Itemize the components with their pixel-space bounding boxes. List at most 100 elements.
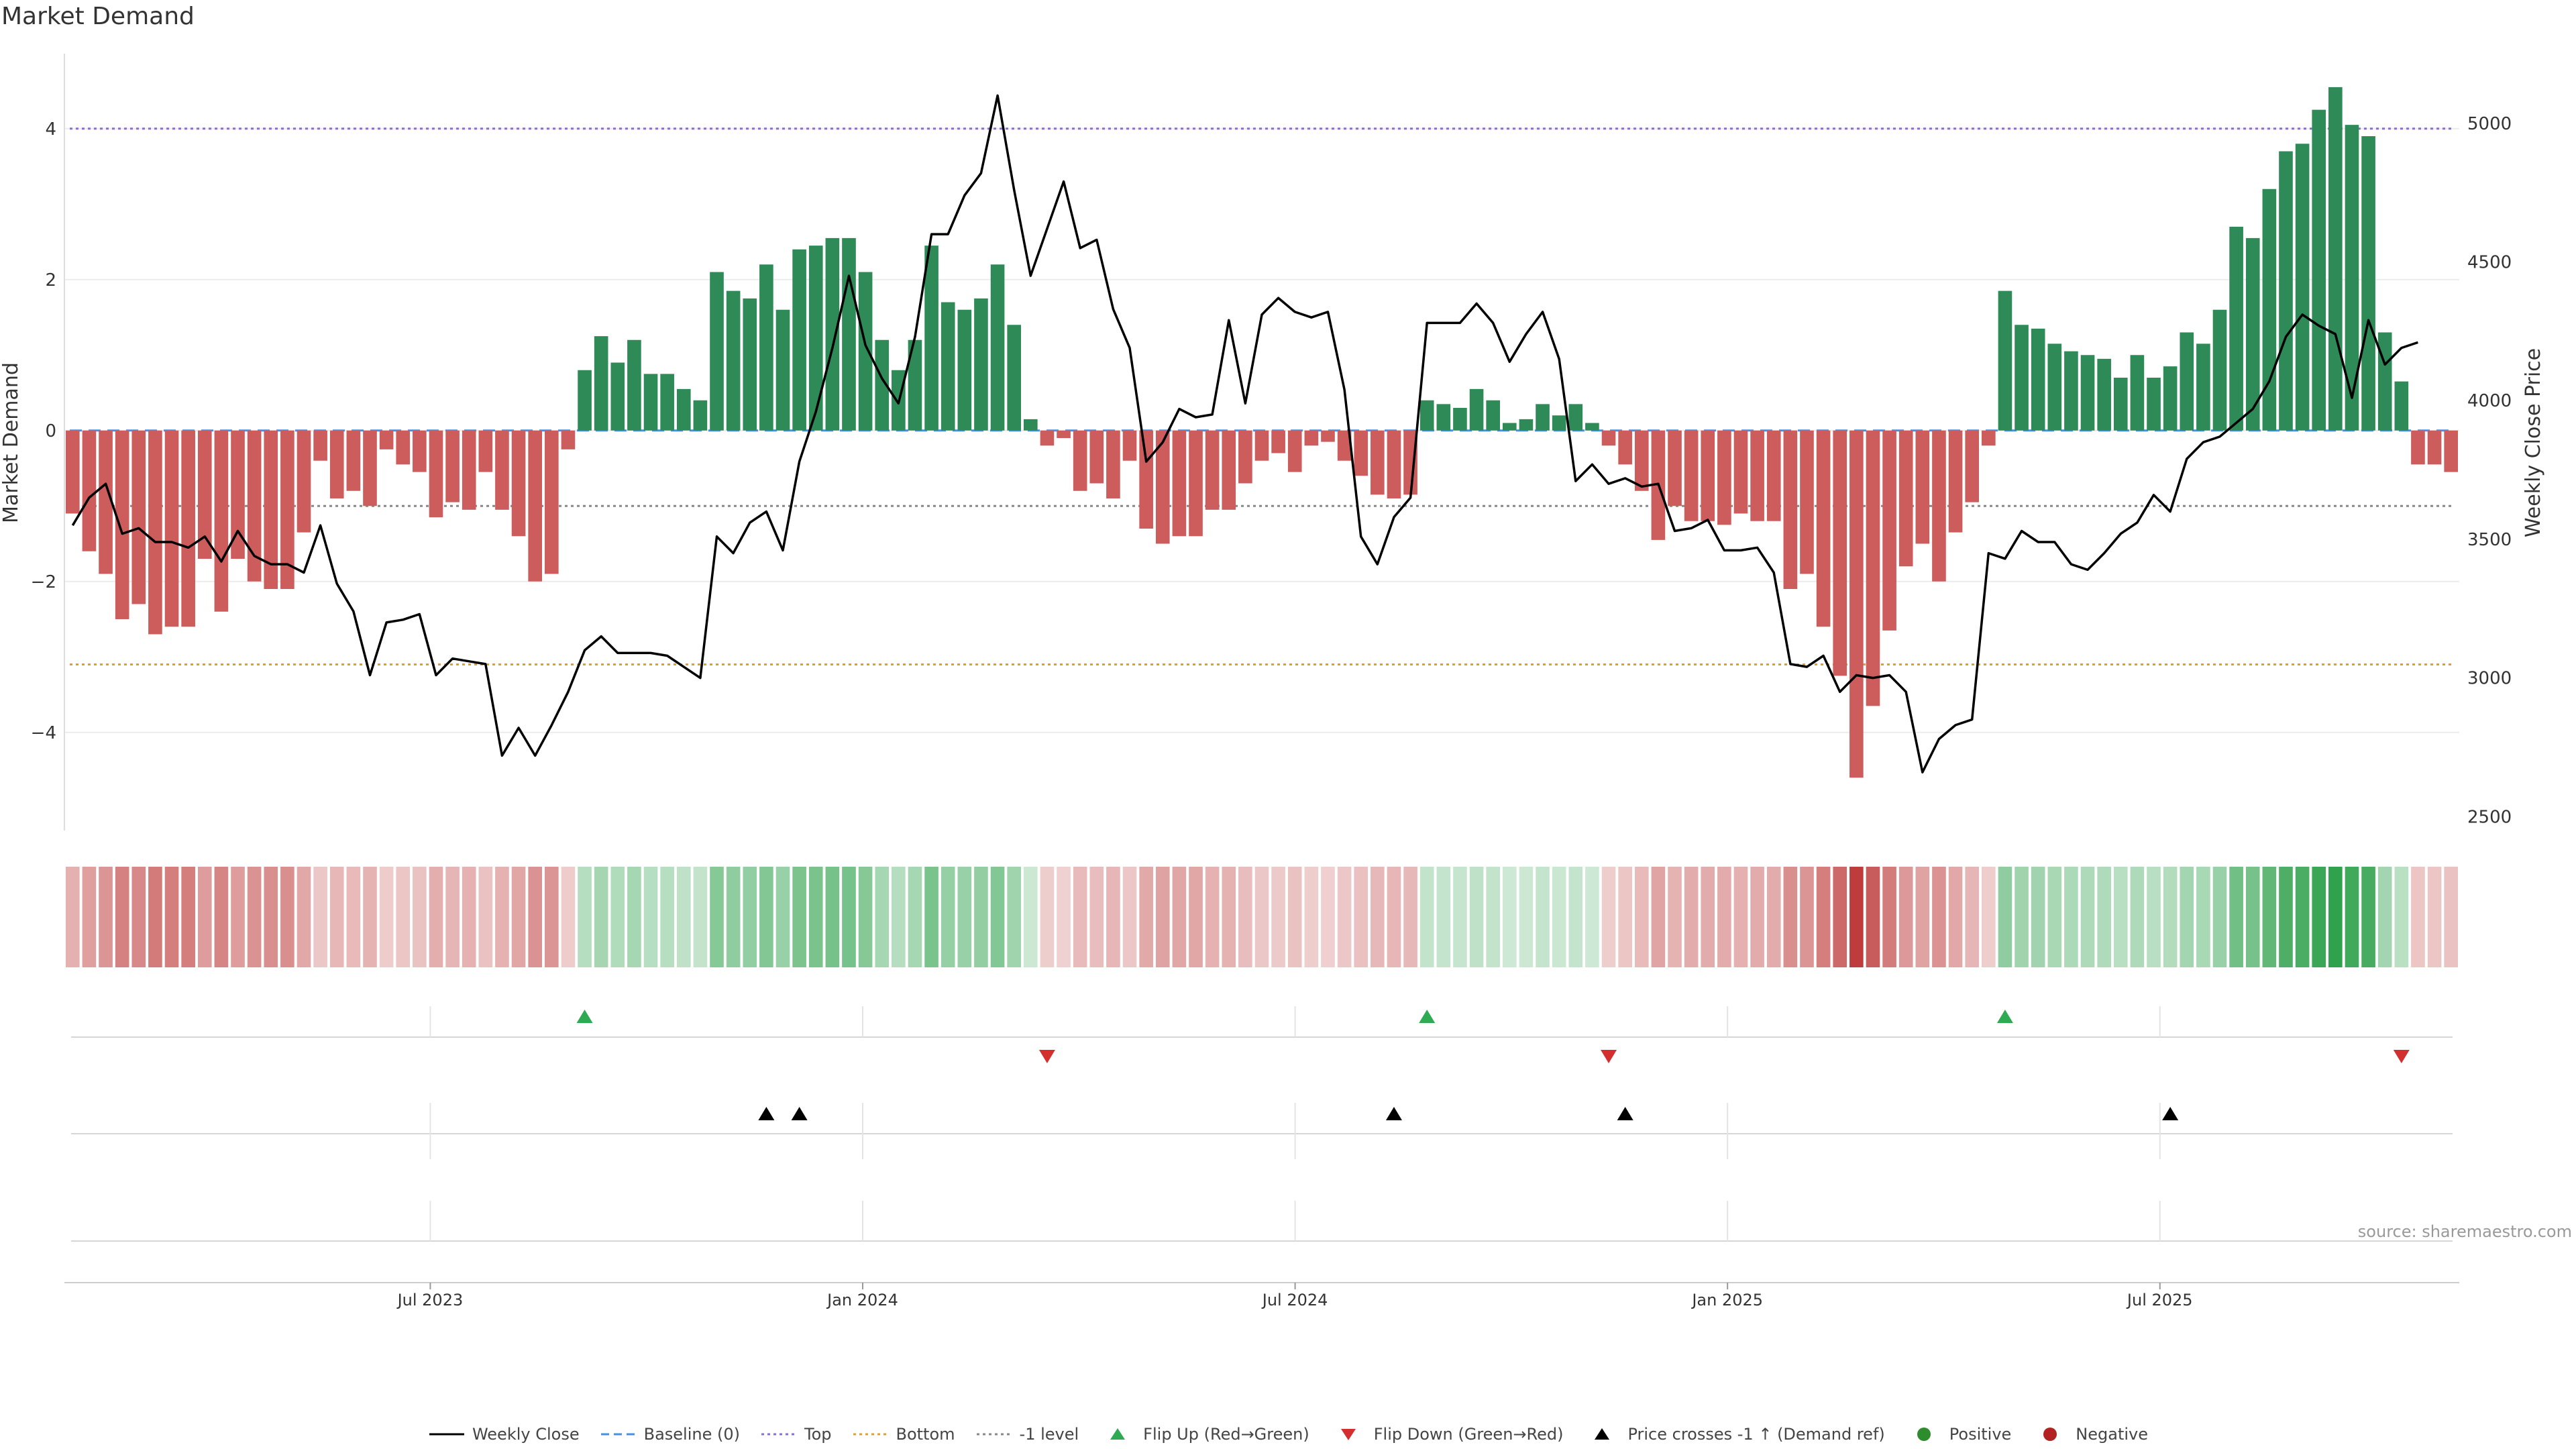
heat-cell xyxy=(1982,867,1996,967)
demand-bar xyxy=(676,388,691,431)
demand-bar xyxy=(1668,430,1682,506)
heat-cell xyxy=(1304,867,1319,967)
heat-cell xyxy=(941,867,955,967)
heat-cell xyxy=(2031,867,2045,967)
legend-label: Bottom xyxy=(896,1425,955,1444)
heat-cell xyxy=(2361,867,2375,967)
flip-down-marker xyxy=(1038,1050,1055,1063)
heat-cell xyxy=(1766,867,1781,967)
heat-cell xyxy=(2427,867,2442,967)
heat-cell xyxy=(1287,867,1302,967)
heat-cell xyxy=(313,867,327,967)
heat-cell xyxy=(957,867,972,967)
heat-cell xyxy=(2328,867,2343,967)
right-tick-label: 2500 xyxy=(2467,807,2512,827)
heat-cell xyxy=(1833,867,1847,967)
heat-cell xyxy=(2180,867,2194,967)
heat-cell xyxy=(2080,867,2095,967)
heat-cell xyxy=(1106,867,1120,967)
left-tick-label: 0 xyxy=(45,421,56,441)
demand-bars xyxy=(66,87,2458,778)
right-tick-label: 4000 xyxy=(2467,391,2512,411)
heat-cell xyxy=(2097,867,2111,967)
heat-cell xyxy=(808,867,823,967)
legend: Weekly Close Baseline (0) Top Bottom -1 leve… xyxy=(0,1421,2576,1448)
heat-cell xyxy=(2279,867,2293,967)
heat-cell xyxy=(131,867,146,967)
demand-bar xyxy=(2097,358,2111,431)
heat-cell xyxy=(2130,867,2145,967)
heat-cell xyxy=(1155,867,1170,967)
legend-swatch xyxy=(1110,1428,1126,1440)
heat-cell xyxy=(2444,867,2458,967)
demand-bar xyxy=(2015,325,2029,431)
heat-cell xyxy=(660,867,674,967)
heat-cell xyxy=(1238,867,1252,967)
demand-bar xyxy=(1189,430,1203,537)
heat-cell xyxy=(1453,867,1467,967)
heat-cell xyxy=(1354,867,1368,967)
heat-cell xyxy=(1469,867,1484,967)
heat-cell xyxy=(858,867,873,967)
demand-bar xyxy=(1287,430,1302,472)
heat-cell xyxy=(231,867,245,967)
legend-swatch xyxy=(761,1433,796,1436)
demand-bar xyxy=(924,246,938,431)
legend-label: -1 level xyxy=(1019,1425,1079,1444)
heat-cell xyxy=(66,867,80,967)
heat-cell xyxy=(2312,867,2326,967)
demand-bar xyxy=(429,430,443,518)
heat-cell xyxy=(1007,867,1021,967)
demand-bar xyxy=(1238,430,1252,484)
heat-cell xyxy=(1668,867,1682,967)
demand-bar xyxy=(1717,430,1731,525)
demand-bar xyxy=(329,430,344,498)
demand-bar xyxy=(528,430,542,582)
demand-bar xyxy=(643,374,658,431)
demand-bar xyxy=(297,430,311,533)
demand-bar xyxy=(1254,430,1269,461)
left-tick-label: −2 xyxy=(31,572,56,592)
demand-bar xyxy=(842,237,856,431)
heat-cell xyxy=(1882,867,1896,967)
heat-cell xyxy=(1271,867,1285,967)
demand-bar xyxy=(2180,332,2194,431)
heat-cell xyxy=(297,867,311,967)
demand-bar xyxy=(726,290,741,431)
demand-bar xyxy=(2328,87,2343,431)
demand-bar xyxy=(511,430,526,537)
heat-cell xyxy=(842,867,856,967)
chart-title: Market Demand xyxy=(1,3,195,30)
legend-item: -1 level xyxy=(975,1425,1079,1444)
heat-cell xyxy=(1866,867,1880,967)
demand-bar xyxy=(82,430,97,551)
demand-bar xyxy=(231,430,245,559)
heat-cell xyxy=(1568,867,1583,967)
demand-bar xyxy=(1601,430,1616,446)
demand-bar xyxy=(908,339,922,431)
heat-cell xyxy=(462,867,476,967)
legend-label: Negative xyxy=(2076,1425,2149,1444)
legend-swatch xyxy=(600,1433,636,1436)
heat-cell xyxy=(710,867,724,967)
heat-cell xyxy=(1733,867,1748,967)
heat-cell xyxy=(1371,867,1385,967)
demand-bar xyxy=(1354,430,1368,476)
x-axis: Jul 2023 Jan 2024 Jul 2024 Jan 2025 Jul 2025 xyxy=(396,1283,2193,1309)
price-cross-marker xyxy=(791,1107,808,1120)
flip-up-marker xyxy=(1996,1010,2013,1023)
legend-item: Top xyxy=(760,1425,832,1444)
heat-cell xyxy=(1321,867,1335,967)
heat-cell xyxy=(2196,867,2210,967)
heat-cell xyxy=(594,867,608,967)
demand-bar xyxy=(2047,343,2062,431)
demand-bar xyxy=(115,430,129,619)
x-tick-label: Jul 2023 xyxy=(396,1291,464,1309)
legend-item: Price crosses -1 ↑ (Demand ref) xyxy=(1583,1425,1885,1444)
demand-bar xyxy=(594,336,608,431)
x-tick-label: Jul 2024 xyxy=(1261,1291,1328,1309)
heat-cell xyxy=(2229,867,2243,967)
x-tick-label: Jan 2025 xyxy=(1690,1291,1763,1309)
heat-cell xyxy=(2064,867,2078,967)
demand-bar xyxy=(2345,125,2359,431)
